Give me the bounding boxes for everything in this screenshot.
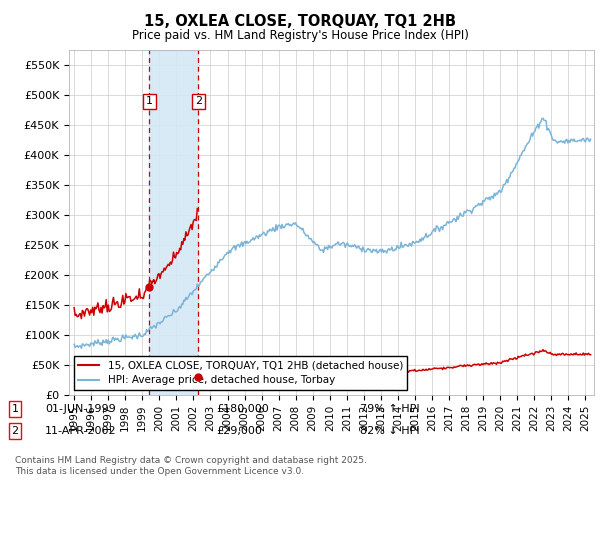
Text: 11-APR-2002: 11-APR-2002 [45, 426, 116, 436]
Bar [149, 50, 198, 395]
Text: Price paid vs. HM Land Registry's House Price Index (HPI): Price paid vs. HM Land Registry's House … [131, 29, 469, 42]
Text: £29,000: £29,000 [216, 426, 262, 436]
Text: 1: 1 [11, 404, 19, 414]
Text: 01-JUN-1999: 01-JUN-1999 [45, 404, 116, 414]
Text: 82% ↓ HPI: 82% ↓ HPI [360, 426, 419, 436]
Legend: 15, OXLEA CLOSE, TORQUAY, TQ1 2HB (detached house), HPI: Average price, detached: 15, OXLEA CLOSE, TORQUAY, TQ1 2HB (detac… [74, 356, 407, 390]
Text: 79% ↑ HPI: 79% ↑ HPI [360, 404, 419, 414]
Text: 2: 2 [194, 96, 202, 106]
Text: £180,000: £180,000 [216, 404, 269, 414]
Text: Contains HM Land Registry data © Crown copyright and database right 2025.
This d: Contains HM Land Registry data © Crown c… [15, 456, 367, 476]
Text: 2: 2 [11, 426, 19, 436]
Text: 1: 1 [146, 96, 153, 106]
Text: 15, OXLEA CLOSE, TORQUAY, TQ1 2HB: 15, OXLEA CLOSE, TORQUAY, TQ1 2HB [144, 14, 456, 29]
